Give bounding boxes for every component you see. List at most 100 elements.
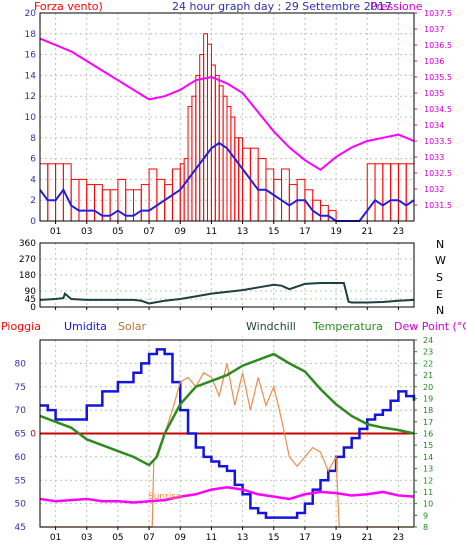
pressure-series-label: Pressione	[370, 0, 423, 13]
y-left-tick-label: 0	[30, 217, 36, 227]
x-tick-label: 13	[237, 227, 248, 237]
y-right-tick-label: 12	[423, 476, 433, 485]
dewpoint-series-line	[39, 485, 415, 504]
compass-label-n-bottom: N	[436, 304, 444, 317]
y-right-tick-label: 1032	[424, 185, 444, 194]
y-left-tick-label: 360	[19, 239, 36, 249]
x-tick-label: 01	[50, 533, 61, 543]
y-right-tick-label: 1035	[424, 89, 444, 98]
y-right-tick-label: 13	[423, 465, 433, 474]
y-right-tick-label: 9	[423, 511, 428, 520]
y-left-tick-label: 55	[15, 476, 26, 486]
y-right-tick-label: 17	[423, 418, 433, 427]
pressure-series-line	[39, 37, 415, 172]
solar-series-line	[40, 363, 414, 528]
y-right-tick-label: 18	[423, 406, 433, 415]
x-tick-label: 15	[268, 227, 279, 237]
compass-label-w: W	[435, 254, 446, 267]
y-right-tick-label: 21	[423, 371, 433, 380]
y-left-tick-label: 0	[30, 303, 36, 313]
legend-temperature: Temperatura	[312, 320, 383, 333]
wind-direction-series-line	[39, 282, 415, 305]
y-right-tick-label: 15	[423, 441, 433, 450]
y-right-tick-label: 22	[423, 359, 433, 368]
y-right-tick-label: 1033.5	[424, 137, 452, 146]
y-left-tick-label: 45	[15, 523, 26, 533]
y-left-tick-label: 270	[19, 255, 36, 265]
y-right-tick-label: 24	[423, 336, 433, 345]
y-right-tick-label: 1031.5	[424, 201, 452, 210]
y-left-tick-label: 90	[25, 287, 37, 297]
compass-label-n-top: N	[436, 238, 444, 251]
y-right-tick-label: 16	[423, 430, 433, 439]
x-tick-label: 05	[112, 533, 123, 543]
temperature-series-line	[39, 352, 415, 467]
x-tick-label: 19	[330, 533, 342, 543]
y-left-tick-label: 180	[19, 271, 36, 281]
x-tick-label: 03	[81, 227, 92, 237]
y-left-tick-label: 80	[15, 359, 27, 369]
chart-title: 24 hour graph day : 29 Settembre 2017	[172, 0, 392, 13]
x-tick-label: 03	[81, 533, 92, 543]
x-tick-label: 23	[393, 533, 404, 543]
wind-series-label: Forza vento)	[34, 0, 103, 13]
y-right-tick-label: 20	[423, 383, 433, 392]
x-tick-label: 09	[175, 227, 187, 237]
compass-label-e: E	[436, 288, 443, 301]
y-left-tick-label: 18	[25, 30, 37, 40]
x-tick-label: 01	[50, 227, 61, 237]
y-right-tick-label: 23	[423, 348, 433, 357]
y-left-tick-label: 12	[25, 92, 36, 102]
y-left-tick-label: 45	[25, 295, 36, 305]
y-right-tick-label: 8	[423, 523, 428, 532]
y-left-tick-label: 70	[15, 406, 27, 416]
x-tick-label: 17	[299, 533, 310, 543]
sunrise-annotation: Sunrise	[148, 492, 182, 502]
y-left-tick-label: 8	[30, 134, 36, 144]
x-tick-label: 07	[143, 533, 154, 543]
x-tick-label: 15	[268, 533, 279, 543]
y-right-tick-label: 1035.5	[424, 73, 452, 82]
y-right-tick-label: 1033	[424, 153, 444, 162]
y-left-tick-label: 20	[25, 9, 37, 19]
legend-rain: Pioggia	[1, 320, 41, 333]
y-left-tick-label: 65	[15, 430, 26, 440]
x-tick-label: 11	[206, 227, 217, 237]
y-right-tick-label: 1036	[424, 57, 444, 66]
x-tick-label: 09	[175, 533, 187, 543]
y-right-tick-label: 1034.5	[424, 105, 452, 114]
legend-humidity: Umidita	[64, 320, 107, 333]
compass-label-s: S	[436, 271, 443, 284]
x-tick-label: 05	[112, 227, 123, 237]
y-left-tick-label: 6	[30, 155, 36, 165]
x-tick-label: 21	[362, 533, 373, 543]
y-left-tick-label: 2	[30, 196, 36, 206]
y-right-tick-label: 10	[423, 500, 433, 509]
y-right-tick-label: 14	[423, 453, 433, 462]
panel-2-frame	[39, 242, 415, 308]
x-tick-label: 21	[362, 227, 373, 237]
y-right-tick-label: 1034	[424, 121, 444, 130]
x-tick-label: 07	[143, 227, 154, 237]
panel-1-frame	[39, 12, 415, 222]
y-left-tick-label: 16	[25, 51, 37, 61]
y-left-tick-label: 60	[15, 453, 27, 463]
x-tick-label: 19	[330, 227, 342, 237]
x-tick-label: 11	[206, 533, 217, 543]
legend-dewpoint: Dew Point (°C)	[394, 320, 466, 333]
x-tick-label: 13	[237, 533, 248, 543]
y-right-tick-label: 19	[423, 394, 433, 403]
humidity-series-line	[40, 348, 416, 519]
y-left-tick-label: 10	[25, 113, 37, 123]
legend-solar: Solar	[118, 320, 147, 333]
y-right-tick-label: 1036.5	[424, 41, 452, 50]
y-left-tick-label: 75	[15, 383, 26, 393]
x-tick-label: 17	[299, 227, 310, 237]
y-left-tick-label: 14	[25, 71, 37, 81]
y-left-tick-label: 4	[30, 175, 36, 185]
y-left-tick-label: 50	[15, 500, 27, 510]
y-right-tick-label: 11	[423, 488, 433, 497]
